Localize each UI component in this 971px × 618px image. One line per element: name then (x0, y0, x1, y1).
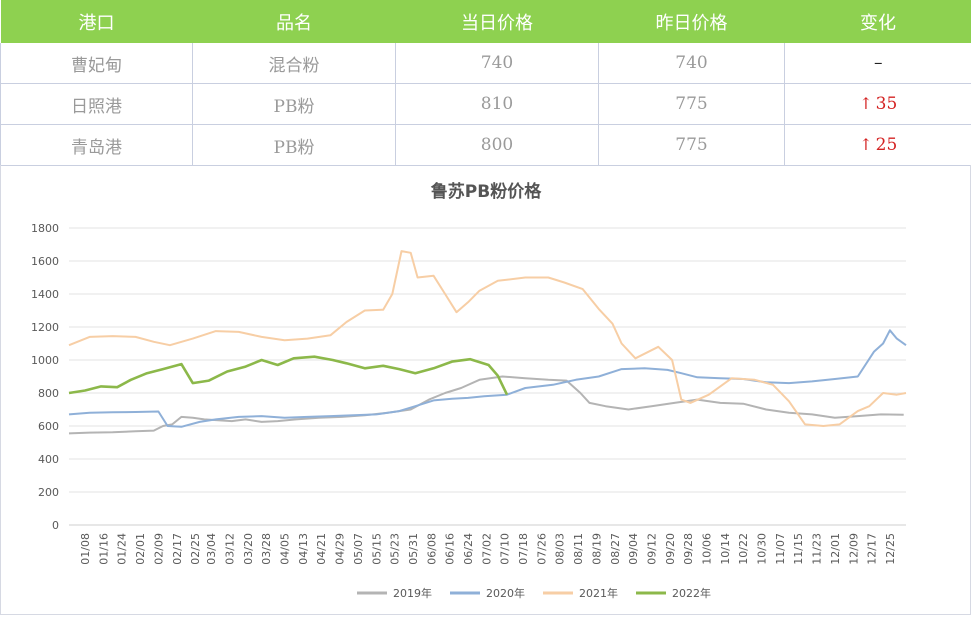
x-tick-label: 07/18 (517, 533, 530, 565)
x-tick-label: 02/25 (189, 533, 202, 565)
header-yesterday-price: 昨日价格 (599, 0, 785, 43)
change-value: 25 (876, 135, 898, 155)
x-tick-label: 09/20 (664, 533, 677, 565)
legend-label: 2021年 (579, 586, 618, 600)
series-line-2019 (69, 377, 904, 434)
x-tick-label: 07/26 (535, 533, 548, 565)
arrow-up-icon: ↑ (859, 135, 872, 154)
legend-label: 2020年 (486, 586, 525, 600)
x-tick-label: 10/30 (756, 533, 769, 565)
x-tick-label: 06/08 (425, 533, 438, 565)
header-change: 变化 (785, 0, 971, 43)
arrow-up-icon: ↑ (859, 94, 872, 113)
x-tick-label: 08/11 (572, 533, 585, 565)
cell-today: 810 (396, 84, 599, 125)
x-tick-label: 09/28 (682, 533, 695, 565)
x-tick-label: 08/03 (554, 533, 567, 565)
x-tick-label: 11/07 (774, 533, 787, 565)
cell-port: 青岛港 (1, 125, 193, 166)
table-row: 青岛港 PB粉 800 775 ↑25 (1, 125, 971, 166)
x-tick-label: 09/04 (627, 533, 640, 565)
legend-label: 2022年 (672, 586, 711, 600)
x-tick-label: 12/09 (847, 533, 860, 565)
x-tick-label: 03/20 (242, 533, 255, 565)
cell-today: 740 (396, 43, 599, 84)
x-tick-label: 03/12 (224, 533, 237, 565)
header-product: 品名 (193, 0, 396, 43)
x-tick-label: 06/24 (462, 533, 475, 565)
series-line-2021 (69, 251, 906, 426)
price-line-chart: 鲁苏PB粉价格 0 200 400 600 800 1000 1200 1400 1600 180… (1, 165, 970, 614)
cell-product: PB粉 (193, 84, 396, 125)
cell-yesterday: 775 (599, 125, 785, 166)
x-tick-label: 03/28 (260, 533, 273, 565)
x-tick-label: 01/24 (116, 533, 129, 565)
x-tick-label: 05/31 (407, 533, 420, 565)
x-tick-label: 06/16 (444, 533, 457, 565)
chart-container: 鲁苏PB粉价格 0 200 400 600 800 1000 1200 1400 1600 180… (0, 165, 971, 615)
y-tick-label: 1800 (31, 222, 59, 235)
x-tick-label: 08/19 (590, 533, 603, 565)
x-tick-label: 05/07 (352, 533, 365, 565)
table-row: 日照港 PB粉 810 775 ↑35 (1, 84, 971, 125)
x-tick-label: 12/25 (884, 533, 897, 565)
legend-label: 2019年 (393, 586, 432, 600)
y-tick-label: 800 (38, 387, 59, 400)
y-tick-label: 1600 (31, 255, 59, 268)
price-table: 港口 品名 当日价格 昨日价格 变化 曹妃甸 混合粉 740 740 – 日照港… (0, 0, 971, 166)
x-tick-label: 10/14 (719, 533, 732, 565)
y-tick-label: 200 (38, 486, 59, 499)
x-tick-label: 09/12 (645, 533, 658, 565)
x-tick-label: 03/04 (205, 533, 218, 565)
x-tick-label: 10/22 (737, 533, 750, 565)
x-tick-label: 05/23 (389, 533, 402, 565)
cell-change: – (785, 43, 971, 84)
x-tick-label: 07/10 (499, 533, 512, 565)
x-tick-label: 11/23 (811, 533, 824, 565)
y-tick-label: 600 (38, 420, 59, 433)
header-today-price: 当日价格 (396, 0, 599, 43)
cell-product: 混合粉 (193, 43, 396, 84)
change-value: – (874, 53, 883, 73)
x-tick-label: 04/29 (334, 533, 347, 565)
x-tick-label: 04/05 (279, 533, 292, 565)
cell-change: ↑25 (785, 125, 971, 166)
cell-port: 曹妃甸 (1, 43, 193, 84)
x-tick-label: 05/15 (370, 533, 383, 565)
x-tick-label: 01/08 (79, 533, 92, 565)
x-tick-label: 02/09 (152, 533, 165, 565)
x-tick-label: 02/17 (171, 533, 184, 565)
x-tick-label: 07/02 (480, 533, 493, 565)
series-line-2022 (69, 357, 507, 395)
x-tick-label: 04/21 (315, 533, 328, 565)
y-tick-label: 1000 (31, 354, 59, 367)
y-tick-label: 400 (38, 453, 59, 466)
chart-title: 鲁苏PB粉价格 (431, 181, 542, 202)
cell-yesterday: 740 (599, 43, 785, 84)
table-row: 曹妃甸 混合粉 740 740 – (1, 43, 971, 84)
cell-today: 800 (396, 125, 599, 166)
x-tick-label: 11/15 (792, 533, 805, 565)
y-tick-label: 0 (52, 519, 59, 532)
x-tick-label: 04/13 (297, 533, 310, 565)
x-tick-label: 12/01 (829, 533, 842, 565)
cell-product: PB粉 (193, 125, 396, 166)
y-tick-label: 1200 (31, 321, 59, 334)
header-port: 港口 (1, 0, 193, 43)
x-tick-label: 10/06 (700, 533, 713, 565)
table-header-row: 港口 品名 当日价格 昨日价格 变化 (1, 0, 971, 43)
x-tick-label: 02/01 (134, 533, 147, 565)
change-value: 35 (876, 94, 898, 114)
x-tick-label: 08/27 (609, 533, 622, 565)
y-tick-label: 1400 (31, 288, 59, 301)
cell-change: ↑35 (785, 84, 971, 125)
cell-port: 日照港 (1, 84, 193, 125)
x-tick-label: 12/17 (866, 533, 879, 565)
cell-yesterday: 775 (599, 84, 785, 125)
x-tick-label: 01/16 (97, 533, 110, 565)
